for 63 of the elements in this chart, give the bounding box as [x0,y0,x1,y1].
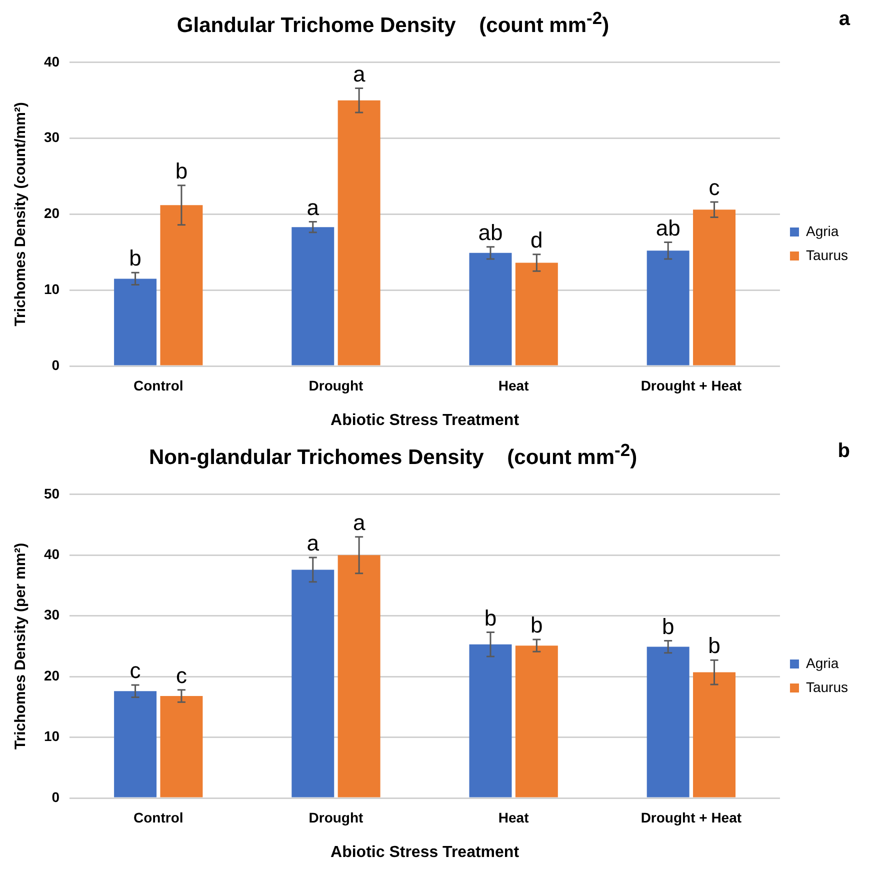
bar [646,646,690,798]
bar [114,278,157,366]
x-tick-label: Control [133,809,184,826]
y-tick-label: 30 [44,129,60,146]
data-label: c [130,658,141,684]
x-tick-label: Drought [308,377,364,394]
x-tick-label: Heat [498,809,530,826]
bar [646,250,690,366]
data-label: b [708,633,720,658]
y-tick-label: 10 [44,280,60,297]
bar [338,555,380,798]
bar [693,210,736,366]
y-tick-label: 0 [52,788,60,805]
data-label: a [306,194,320,220]
chart-title: Non-glandular Trichomes Density (count mm$^{-2}$) [148,440,638,469]
legend-label: Agria [806,654,839,671]
x-tick-label: Drought + Heat [640,809,742,826]
text: b [838,440,850,463]
data-label: ab [478,220,503,245]
data-label: a [306,530,320,556]
y-tick-label: 20 [44,667,60,684]
bar [469,252,512,366]
bar [338,100,380,366]
data-label: ab [656,215,680,240]
chart-title: Glandular Trichome Density (count mm$^{-2}$) [176,8,610,37]
data-label: b [129,246,142,271]
bar [515,646,558,798]
y-axis-title: Trichomes Density (per mm²) [12,542,30,750]
y-tick-label: 20 [44,205,60,222]
y-tick-label: 40 [44,53,60,70]
bar [469,644,512,798]
data-label: b [175,158,188,184]
data-label: a [352,510,366,535]
y-axis-title: Trichomes Density (count/mm²) [12,102,30,326]
y-tick-label: 50 [44,485,60,502]
y-tick-label: 30 [44,606,60,623]
data-label: b [530,612,543,638]
text: a [838,8,850,31]
data-label: a [352,61,366,86]
bar [292,227,334,366]
bar [114,691,157,798]
x-tick-label: Control [133,377,184,394]
data-label: b [484,605,497,630]
legend-label: Taurus [806,246,848,263]
y-tick-label: 40 [44,546,60,562]
bar [160,696,203,798]
data-label: c [708,175,720,200]
legend-label: Agria [806,222,839,239]
data-label: c [176,662,187,688]
bar [515,262,558,366]
bar [160,205,203,366]
x-axis-title: Abiotic Stress Treatment [330,412,520,429]
x-axis-title: Abiotic Stress Treatment [330,844,520,861]
legend-label: Taurus [806,678,848,695]
y-tick-label: 0 [52,356,60,373]
bar [693,672,736,798]
x-tick-label: Heat [498,377,530,394]
x-tick-label: Drought + Heat [640,377,742,394]
data-label: b [662,614,674,639]
data-label: d [530,227,543,252]
x-tick-label: Drought [308,809,364,826]
bar [292,570,334,798]
y-tick-label: 10 [44,728,60,744]
